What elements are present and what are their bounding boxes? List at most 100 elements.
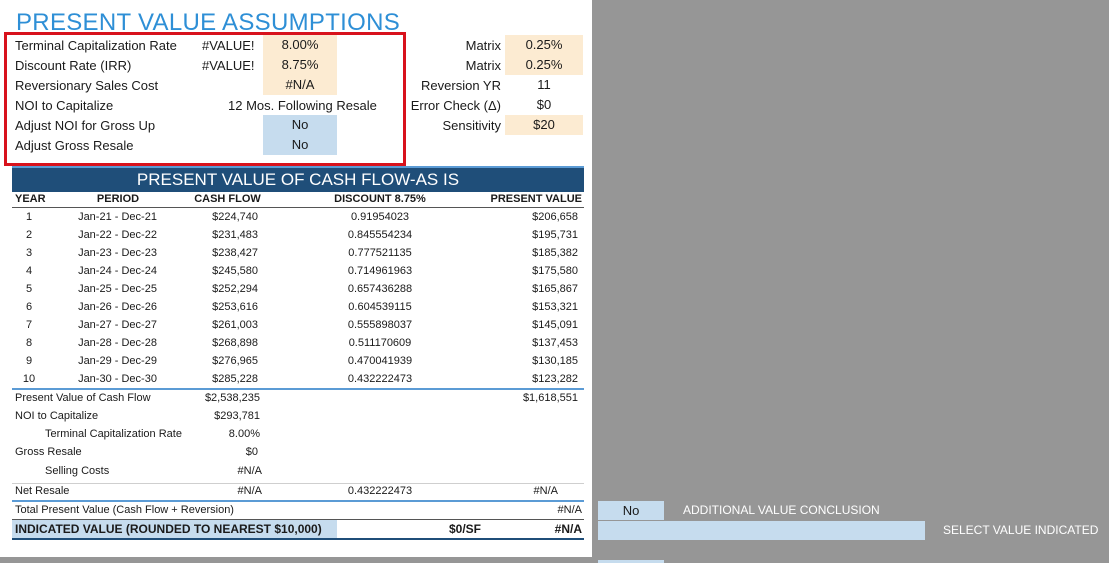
row-discount: 0.845554234 [347,229,413,241]
sensitivity-input[interactable]: $20 [505,115,583,135]
error-check-value: $0 [536,97,552,112]
row-cash-flow: $253,616 [212,301,258,313]
row-period: Jan-21 - Dec-21 [78,211,157,223]
row-present-value: $206,658 [532,211,578,223]
indicated-bottom-divider [12,538,584,540]
row-year: 7 [25,319,33,331]
row-year: 4 [25,265,33,277]
extra-cell [598,560,664,563]
row-period: Jan-30 - Dec-30 [78,373,157,385]
col-year: YEAR [15,193,46,205]
discount-rate-input[interactable]: 8.75% [263,55,337,75]
row-discount: 0.657436288 [347,283,413,295]
discount-rate-label: Discount Rate (IRR) [15,58,132,73]
gross-resale-value: $0 [245,446,258,458]
selling-costs-value: #N/A [237,465,262,477]
select-value-input[interactable] [598,521,925,540]
net-resale-pv: #N/A [533,485,558,497]
row-cash-flow: $276,965 [212,355,258,367]
row-discount: 0.91954023 [350,211,410,223]
sensitivity-label: Sensitivity [442,118,501,133]
total-pv-value: #N/A [557,504,582,516]
row-discount: 0.511170609 [348,337,412,349]
row-present-value: $185,382 [532,247,578,259]
row-discount: 0.470041939 [347,355,413,367]
rows-divider [12,388,584,390]
select-value-label: SELECT VALUE INDICATED [943,523,1099,537]
noi-cap-label: NOI to Capitalize [15,410,99,422]
row-discount: 0.432222473 [347,373,413,385]
row-period: Jan-27 - Dec-27 [78,319,157,331]
row-discount: 0.555898037 [347,319,413,331]
noi-cap-value: $293,781 [214,410,260,422]
discount-rate-flag: #VALUE! [202,58,255,73]
row-year: 9 [25,355,33,367]
row-year: 6 [25,301,33,313]
matrix-input-1[interactable]: 0.25% [505,35,583,55]
reversion-yr-value: 11 [537,77,551,92]
row-present-value: $130,185 [532,355,578,367]
header-divider [12,207,584,208]
noi-to-capitalize-value[interactable]: 12 Mos. Following Resale [228,98,377,113]
row-year: 10 [22,373,36,385]
row-present-value: $123,282 [532,373,578,385]
additional-value-label: ADDITIONAL VALUE CONCLUSION [683,503,880,517]
adjust-noi-label: Adjust NOI for Gross Up [15,118,156,133]
cash-flow-header-bar: PRESENT VALUE OF CASH FLOW-AS IS [12,166,584,192]
tcr-label: Terminal Capitalization Rate [45,428,182,440]
col-present-value: PRESENT VALUE [490,193,582,205]
gross-resale-label: Gross Resale [15,446,82,458]
row-period: Jan-22 - Dec-22 [78,229,157,241]
net-resale-divider [12,483,584,484]
selling-costs-label: Selling Costs [45,465,110,477]
adjust-gross-resale-select[interactable]: No [263,135,337,155]
row-present-value: $175,580 [532,265,578,277]
reversionary-cost-label: Reversionary Sales Cost [15,78,159,93]
row-present-value: $137,453 [532,337,578,349]
row-cash-flow: $231,483 [212,229,258,241]
row-present-value: $153,321 [532,301,578,313]
row-cash-flow: $238,427 [212,247,258,259]
terminal-cap-rate-input[interactable]: 8.00% [263,35,337,55]
terminal-cap-flag: #VALUE! [202,38,255,53]
tcr-value: 8.00% [228,428,260,440]
matrix-label-2: Matrix [465,58,501,73]
reversionary-cost-input[interactable]: #N/A [263,75,337,95]
reversion-yr-label: Reversion YR [421,78,501,93]
adjust-gross-resale-label: Adjust Gross Resale [15,138,134,153]
row-period: Jan-26 - Dec-26 [78,301,157,313]
error-check-label: Error Check (Δ) [410,98,501,113]
terminal-cap-rate-label: Terminal Capitalization Rate [15,38,177,53]
row-year: 1 [25,211,33,223]
indicated-value-label: INDICATED VALUE (ROUNDED TO NEAREST $10,… [15,522,322,536]
row-period: Jan-29 - Dec-29 [78,355,157,367]
pv-cf-label: Present Value of Cash Flow [15,392,151,404]
adjust-noi-select[interactable]: No [263,115,337,135]
row-present-value: $145,091 [532,319,578,331]
indicated-value: #N/A [554,522,582,536]
row-cash-flow: $245,580 [212,265,258,277]
page-title: PRESENT VALUE ASSUMPTIONS [16,9,401,34]
highlight-box [4,32,406,166]
row-period: Jan-28 - Dec-28 [78,337,157,349]
row-period: Jan-23 - Dec-23 [78,247,157,259]
row-discount: 0.714961963 [347,265,413,277]
matrix-input-2[interactable]: 0.25% [505,55,583,75]
row-period: Jan-24 - Dec-24 [78,265,157,277]
row-year: 2 [25,229,33,241]
row-year: 8 [25,337,33,349]
row-year: 3 [25,247,33,259]
total-pv-label: Total Present Value (Cash Flow + Reversi… [15,504,234,516]
indicated-per-sf: $0/SF [448,522,481,536]
additional-value-select[interactable]: No [598,501,664,520]
row-present-value: $195,731 [532,229,578,241]
row-cash-flow: $224,740 [212,211,258,223]
row-cash-flow: $268,898 [212,337,258,349]
net-resale-label: Net Resale [15,485,70,497]
row-discount: 0.604539115 [348,301,412,313]
pv-cf-pv: $1,618,551 [522,392,578,404]
row-cash-flow: $252,294 [212,283,258,295]
row-year: 5 [25,283,33,295]
indicated-top-divider [12,519,584,520]
col-cash-flow: CASH FLOW [194,193,261,205]
